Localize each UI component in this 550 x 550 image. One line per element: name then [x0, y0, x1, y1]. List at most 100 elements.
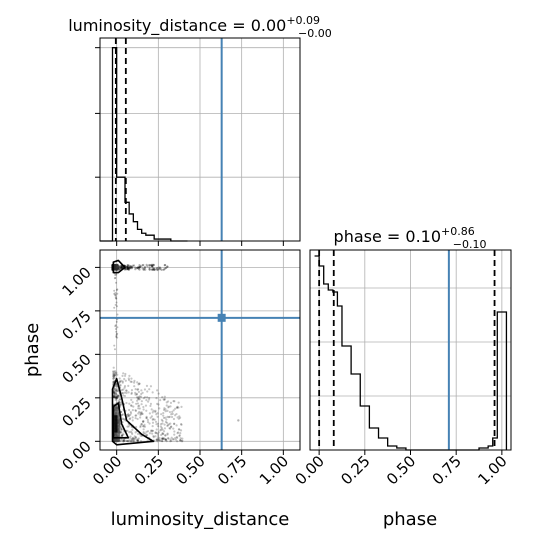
scatter-point — [132, 437, 136, 440]
scatter-point — [120, 434, 124, 437]
scatter-point — [134, 409, 138, 412]
scatter-point — [138, 404, 141, 407]
scatter-point — [148, 268, 151, 271]
scatter-point — [145, 398, 148, 402]
scatter-point — [129, 417, 132, 420]
scatter-point — [170, 425, 173, 428]
scatter-point — [133, 435, 136, 438]
scatter-point — [162, 398, 165, 401]
scatter-point — [172, 427, 175, 430]
scatter-point — [116, 388, 119, 391]
scatter-point — [122, 438, 126, 442]
scatter-point — [136, 439, 139, 442]
scatter-point — [161, 437, 165, 441]
scatter-point — [112, 370, 115, 373]
scatter-point — [171, 412, 174, 415]
scatter-point — [151, 265, 154, 269]
scatter-point — [161, 395, 164, 399]
scatter-point — [147, 398, 151, 401]
scatter-point — [139, 416, 142, 419]
scatter-point — [115, 371, 118, 374]
scatter-point — [145, 416, 148, 420]
scatter-point — [112, 366, 115, 369]
scatter-point — [125, 389, 128, 392]
scatter-point — [118, 403, 122, 406]
scatter-point — [115, 334, 118, 337]
x-axis-label-luminosity: luminosity_distance — [111, 509, 290, 530]
scatter-point — [120, 266, 123, 269]
scatter-point — [120, 413, 124, 416]
scatter-point — [163, 398, 166, 402]
scatter-point — [150, 415, 154, 418]
scatter-point — [181, 439, 184, 442]
scatter-point — [140, 411, 143, 414]
scatter-point — [123, 377, 126, 381]
scatter-point — [146, 265, 149, 268]
scatter-point — [146, 433, 149, 437]
scatter-point — [141, 412, 144, 416]
scatter-point — [113, 292, 116, 295]
panel-luminosity-marginal — [95, 37, 301, 246]
scatter-point — [118, 394, 121, 398]
scatter-point — [163, 397, 166, 401]
scatter-point — [112, 395, 116, 398]
scatter-point — [127, 267, 130, 270]
scatter-point — [159, 425, 162, 428]
scatter-point — [138, 410, 141, 414]
x-tick-label: 1.00 — [474, 452, 510, 488]
scatter-point — [113, 374, 117, 377]
scatter-point — [147, 400, 150, 403]
scatter-point — [139, 395, 143, 398]
scatter-point — [126, 439, 129, 443]
scatter-point — [138, 266, 141, 269]
scatter-point — [129, 266, 132, 269]
scatter-point — [150, 263, 153, 266]
scatter-point — [153, 418, 156, 421]
scatter-point — [130, 404, 133, 407]
scatter-point — [143, 388, 147, 391]
scatter-point — [121, 433, 124, 436]
scatter-point — [177, 401, 180, 404]
scatter-point — [119, 266, 122, 269]
y-tick-label: 0.25 — [58, 394, 94, 430]
scatter-point — [168, 427, 171, 430]
y-tick-label: 0.75 — [58, 307, 94, 343]
scatter-point — [118, 377, 121, 380]
scatter-point — [165, 401, 168, 404]
scatter-point — [124, 372, 127, 376]
scatter-point — [156, 268, 159, 271]
scatter-point — [161, 419, 164, 423]
scatter-point — [152, 263, 155, 267]
scatter-point — [122, 388, 125, 391]
scatter-point — [127, 391, 130, 394]
scatter-point — [157, 434, 160, 438]
scatter-point — [156, 412, 159, 415]
scatter-point — [178, 434, 181, 438]
scatter-point — [134, 431, 137, 434]
scatter-point — [136, 432, 140, 436]
scatter-point — [160, 433, 163, 437]
scatter-point — [152, 267, 156, 270]
scatter-point — [159, 399, 162, 402]
scatter-point — [113, 374, 116, 377]
scatter-point — [124, 379, 127, 382]
scatter-point — [116, 292, 119, 295]
scatter-point — [138, 398, 141, 401]
scatter-point — [166, 409, 169, 412]
scatter-point — [114, 274, 117, 277]
scatter-point — [169, 401, 173, 404]
scatter-point — [126, 265, 130, 268]
scatter-point — [131, 437, 134, 440]
x-tick-label: 0.00 — [89, 452, 125, 488]
scatter-point — [156, 268, 159, 272]
scatter-point — [141, 264, 144, 267]
scatter-point — [116, 305, 119, 308]
scatter-point — [127, 268, 131, 271]
scatter-point — [115, 396, 119, 399]
scatter-point — [130, 265, 133, 269]
scatter-point — [112, 375, 115, 378]
scatter-point — [116, 326, 119, 329]
scatter-point — [135, 267, 138, 270]
scatter-point — [153, 268, 156, 271]
scatter-point — [113, 289, 116, 292]
